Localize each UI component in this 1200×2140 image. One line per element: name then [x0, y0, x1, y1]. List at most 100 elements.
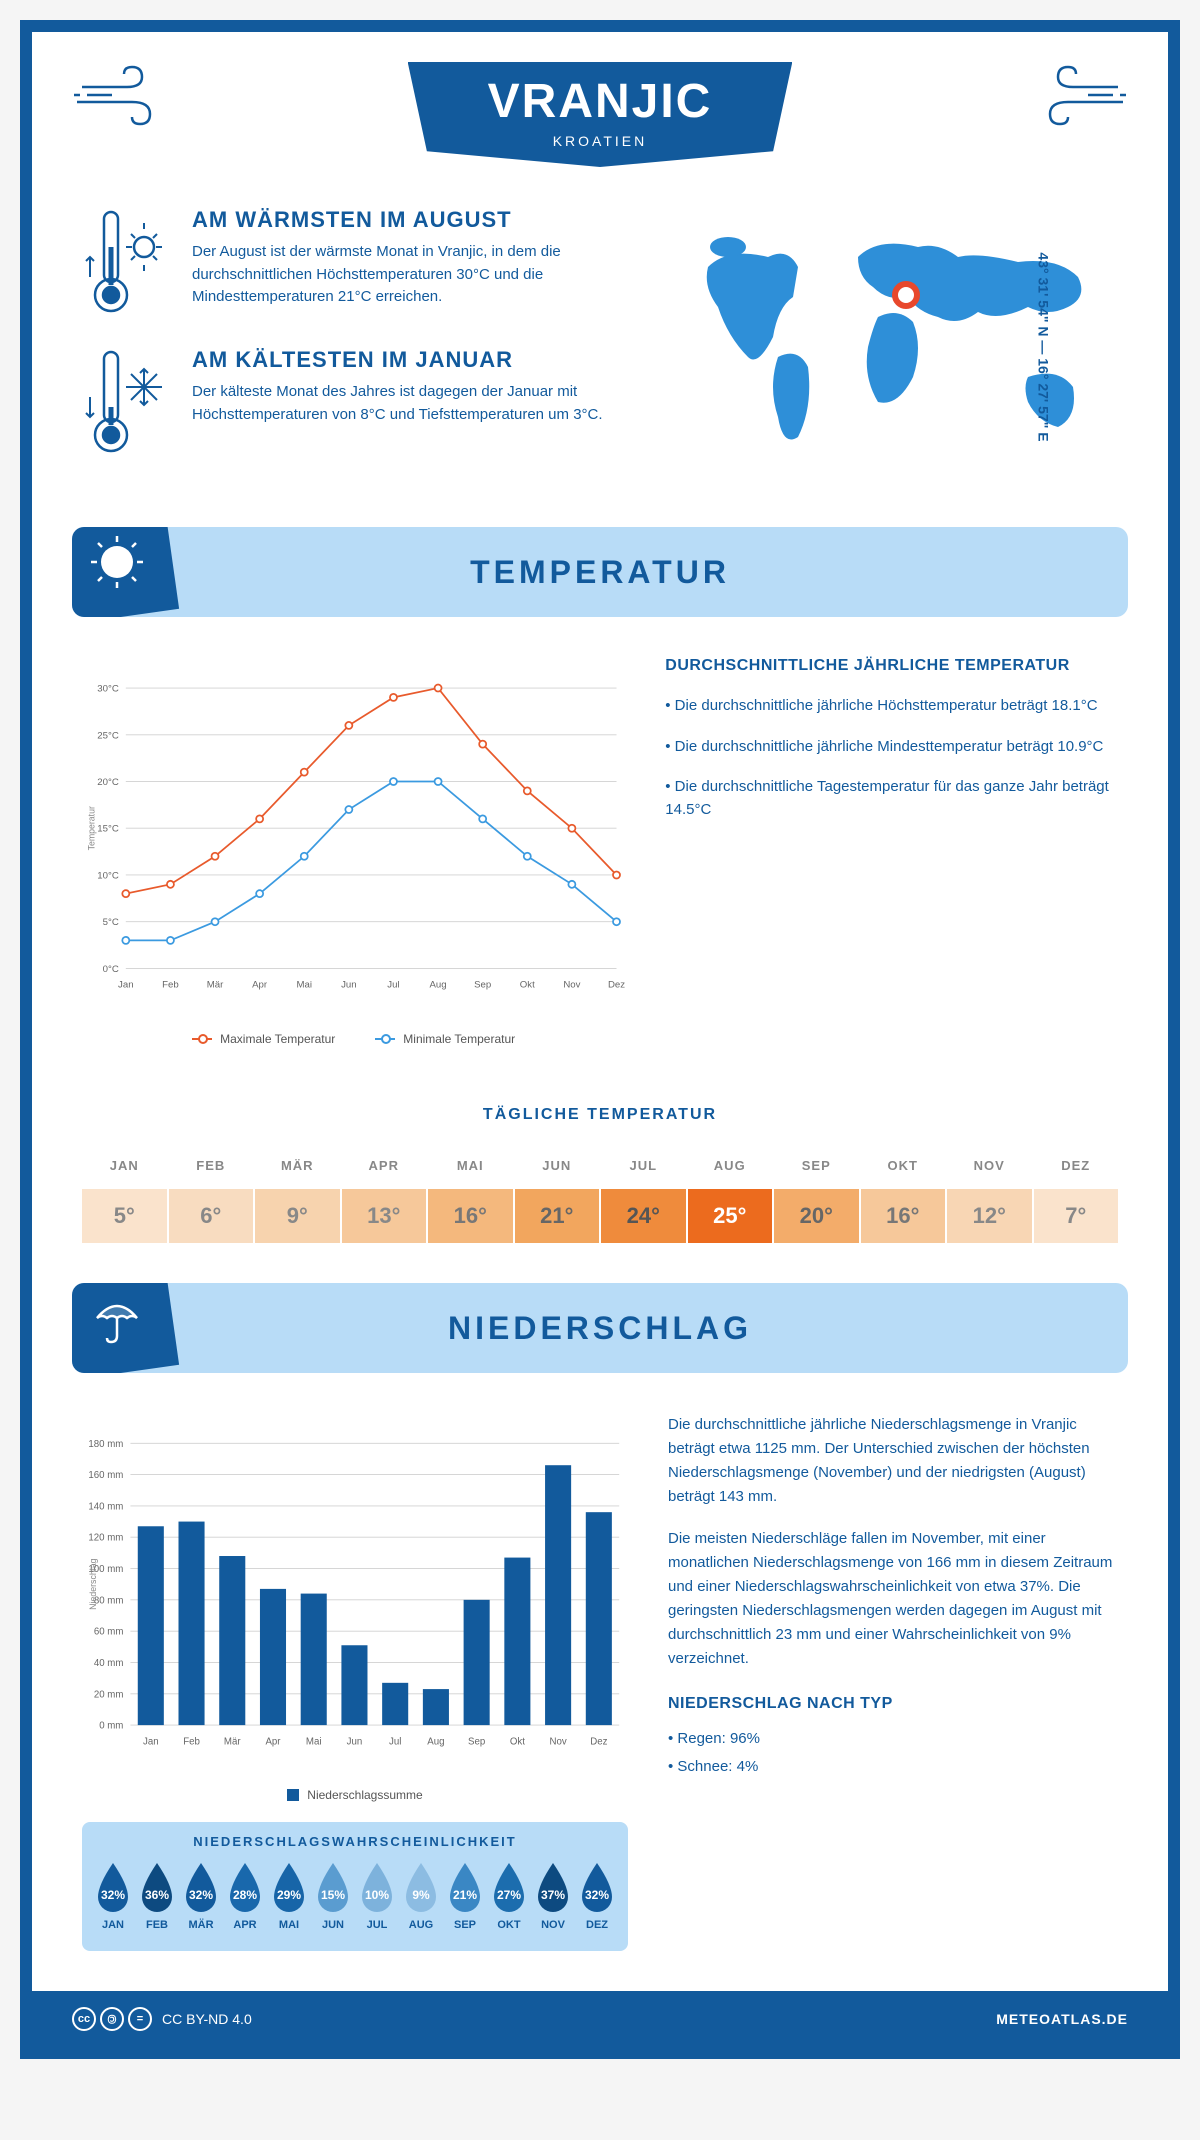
precipitation-content: 0 mm20 mm40 mm60 mm80 mm100 mm120 mm140 … — [32, 1373, 1168, 1991]
daily-value: 9° — [255, 1189, 340, 1243]
svg-text:37%: 37% — [541, 1888, 565, 1902]
drop-month: FEB — [136, 1919, 178, 1931]
daily-value: 12° — [947, 1189, 1032, 1243]
svg-text:27%: 27% — [497, 1888, 521, 1902]
drop-cell: 37% NOV — [532, 1861, 574, 1931]
drop-month: AUG — [400, 1919, 442, 1931]
precip-text-1: Die durchschnittliche jährliche Niedersc… — [668, 1413, 1118, 1509]
temperature-title: TEMPERATUR — [470, 554, 730, 591]
drop-cell: 9% AUG — [400, 1861, 442, 1931]
daily-value: 6° — [169, 1189, 254, 1243]
precipitation-section-header: NIEDERSCHLAG — [72, 1283, 1128, 1373]
location-marker — [895, 284, 917, 306]
warmest-title: AM WÄRMSTEN IM AUGUST — [192, 207, 648, 233]
svg-text:Mai: Mai — [306, 1736, 322, 1747]
footer: cc 🄯 = CC BY-ND 4.0 METEOATLAS.DE — [32, 1991, 1168, 2047]
warmest-description: Der August ist der wärmste Monat in Vran… — [192, 241, 648, 309]
daily-month: OKT — [861, 1144, 946, 1187]
daily-value: 16° — [428, 1189, 513, 1243]
warmest-block: AM WÄRMSTEN IM AUGUST Der August ist der… — [82, 207, 648, 317]
coldest-text: AM KÄLTESTEN IM JANUAR Der kälteste Mona… — [192, 347, 648, 457]
probability-title: NIEDERSCHLAGSWAHRSCHEINLICHKEIT — [92, 1834, 618, 1849]
warmest-text: AM WÄRMSTEN IM AUGUST Der August ist der… — [192, 207, 648, 317]
temperature-content: 0°C5°C10°C15°C20°C25°C30°CJanFebMärAprMa… — [32, 617, 1168, 1086]
svg-text:10°C: 10°C — [97, 870, 119, 881]
drop-icon: 32% — [576, 1861, 618, 1913]
svg-text:140 mm: 140 mm — [88, 1501, 123, 1512]
drop-cell: 36% FEB — [136, 1861, 178, 1931]
svg-text:Aug: Aug — [427, 1736, 444, 1747]
drop-icon: 21% — [444, 1861, 486, 1913]
svg-text:36%: 36% — [145, 1888, 169, 1902]
svg-text:Aug: Aug — [429, 980, 446, 991]
drop-month: JUN — [312, 1919, 354, 1931]
drop-icon: 10% — [356, 1861, 398, 1913]
svg-text:Feb: Feb — [183, 1736, 200, 1747]
drop-icon: 29% — [268, 1861, 310, 1913]
drop-month: JUL — [356, 1919, 398, 1931]
svg-text:15°C: 15°C — [97, 824, 119, 835]
svg-text:Jun: Jun — [347, 1736, 363, 1747]
svg-text:160 mm: 160 mm — [88, 1470, 123, 1481]
daily-month: JUN — [515, 1144, 600, 1187]
drop-icon: 32% — [180, 1861, 222, 1913]
svg-text:29%: 29% — [277, 1888, 301, 1902]
coldest-title: AM KÄLTESTEN IM JANUAR — [192, 347, 648, 373]
legend-max: Maximale Temperatur — [220, 1032, 335, 1046]
daily-value: 20° — [774, 1189, 859, 1243]
drop-icon: 36% — [136, 1861, 178, 1913]
daily-value: 16° — [861, 1189, 946, 1243]
svg-text:5°C: 5°C — [103, 917, 119, 928]
svg-text:30°C: 30°C — [97, 684, 119, 695]
svg-text:Nov: Nov — [549, 1736, 566, 1747]
svg-text:80 mm: 80 mm — [94, 1595, 124, 1606]
precip-text-2: Die meisten Niederschläge fallen im Nove… — [668, 1527, 1118, 1671]
drop-cell: 21% SEP — [444, 1861, 486, 1931]
page-subtitle: KROATIEN — [488, 133, 713, 149]
svg-text:32%: 32% — [189, 1888, 213, 1902]
daily-value: 5° — [82, 1189, 167, 1243]
cc-icons: cc 🄯 = — [72, 2007, 152, 2031]
title-banner: VRANJIC KROATIEN — [408, 62, 793, 167]
daily-value: 21° — [515, 1189, 600, 1243]
drop-cell: 32% DEZ — [576, 1861, 618, 1931]
world-map — [678, 207, 1118, 467]
svg-text:28%: 28% — [233, 1888, 257, 1902]
svg-text:10%: 10% — [365, 1888, 389, 1902]
svg-text:Mär: Mär — [224, 1736, 241, 1747]
daily-month: SEP — [774, 1144, 859, 1187]
temperature-info-title: DURCHSCHNITTLICHE JÄHRLICHE TEMPERATUR — [665, 657, 1118, 675]
svg-text:Okt: Okt — [520, 980, 535, 991]
intro-right: 43° 31' 54" N — 16° 27' 57" E — [678, 207, 1118, 487]
drop-month: JAN — [92, 1919, 134, 1931]
precipitation-title: NIEDERSCHLAG — [448, 1310, 752, 1347]
drop-cell: 28% APR — [224, 1861, 266, 1931]
umbrella-icon — [89, 1290, 145, 1346]
svg-text:20 mm: 20 mm — [94, 1689, 124, 1700]
svg-text:Apr: Apr — [265, 1736, 281, 1747]
svg-text:Temperatur: Temperatur — [86, 806, 96, 850]
daily-temp-title: TÄGLICHE TEMPERATUR — [32, 1106, 1168, 1124]
precip-type-title: NIEDERSCHLAG NACH TYP — [668, 1691, 1118, 1717]
probability-box: NIEDERSCHLAGSWAHRSCHEINLICHKEIT 32% JAN … — [82, 1822, 628, 1951]
svg-text:Okt: Okt — [510, 1736, 525, 1747]
drop-month: OKT — [488, 1919, 530, 1931]
drop-icon: 15% — [312, 1861, 354, 1913]
drop-icon: 32% — [92, 1861, 134, 1913]
temperature-chart-box: 0°C5°C10°C15°C20°C25°C30°CJanFebMärAprMa… — [82, 657, 625, 1046]
license-text: CC BY-ND 4.0 — [162, 2011, 252, 2027]
drop-cell: 29% MAI — [268, 1861, 310, 1931]
sun-icon — [87, 532, 147, 592]
temp-bullet: • Die durchschnittliche jährliche Höchst… — [665, 695, 1118, 718]
drop-icon: 37% — [532, 1861, 574, 1913]
svg-text:60 mm: 60 mm — [94, 1627, 124, 1638]
thermometer-hot-icon — [82, 207, 172, 317]
coldest-description: Der kälteste Monat des Jahres ist dagege… — [192, 381, 648, 426]
svg-text:Mai: Mai — [296, 980, 312, 991]
svg-text:Mär: Mär — [207, 980, 224, 991]
temperature-line-chart: 0°C5°C10°C15°C20°C25°C30°CJanFebMärAprMa… — [82, 657, 625, 1017]
site-name: METEOATLAS.DE — [996, 2011, 1128, 2027]
svg-text:Nov: Nov — [563, 980, 580, 991]
type-bullet: • Schnee: 4% — [668, 1755, 1118, 1779]
svg-text:Feb: Feb — [162, 980, 179, 991]
